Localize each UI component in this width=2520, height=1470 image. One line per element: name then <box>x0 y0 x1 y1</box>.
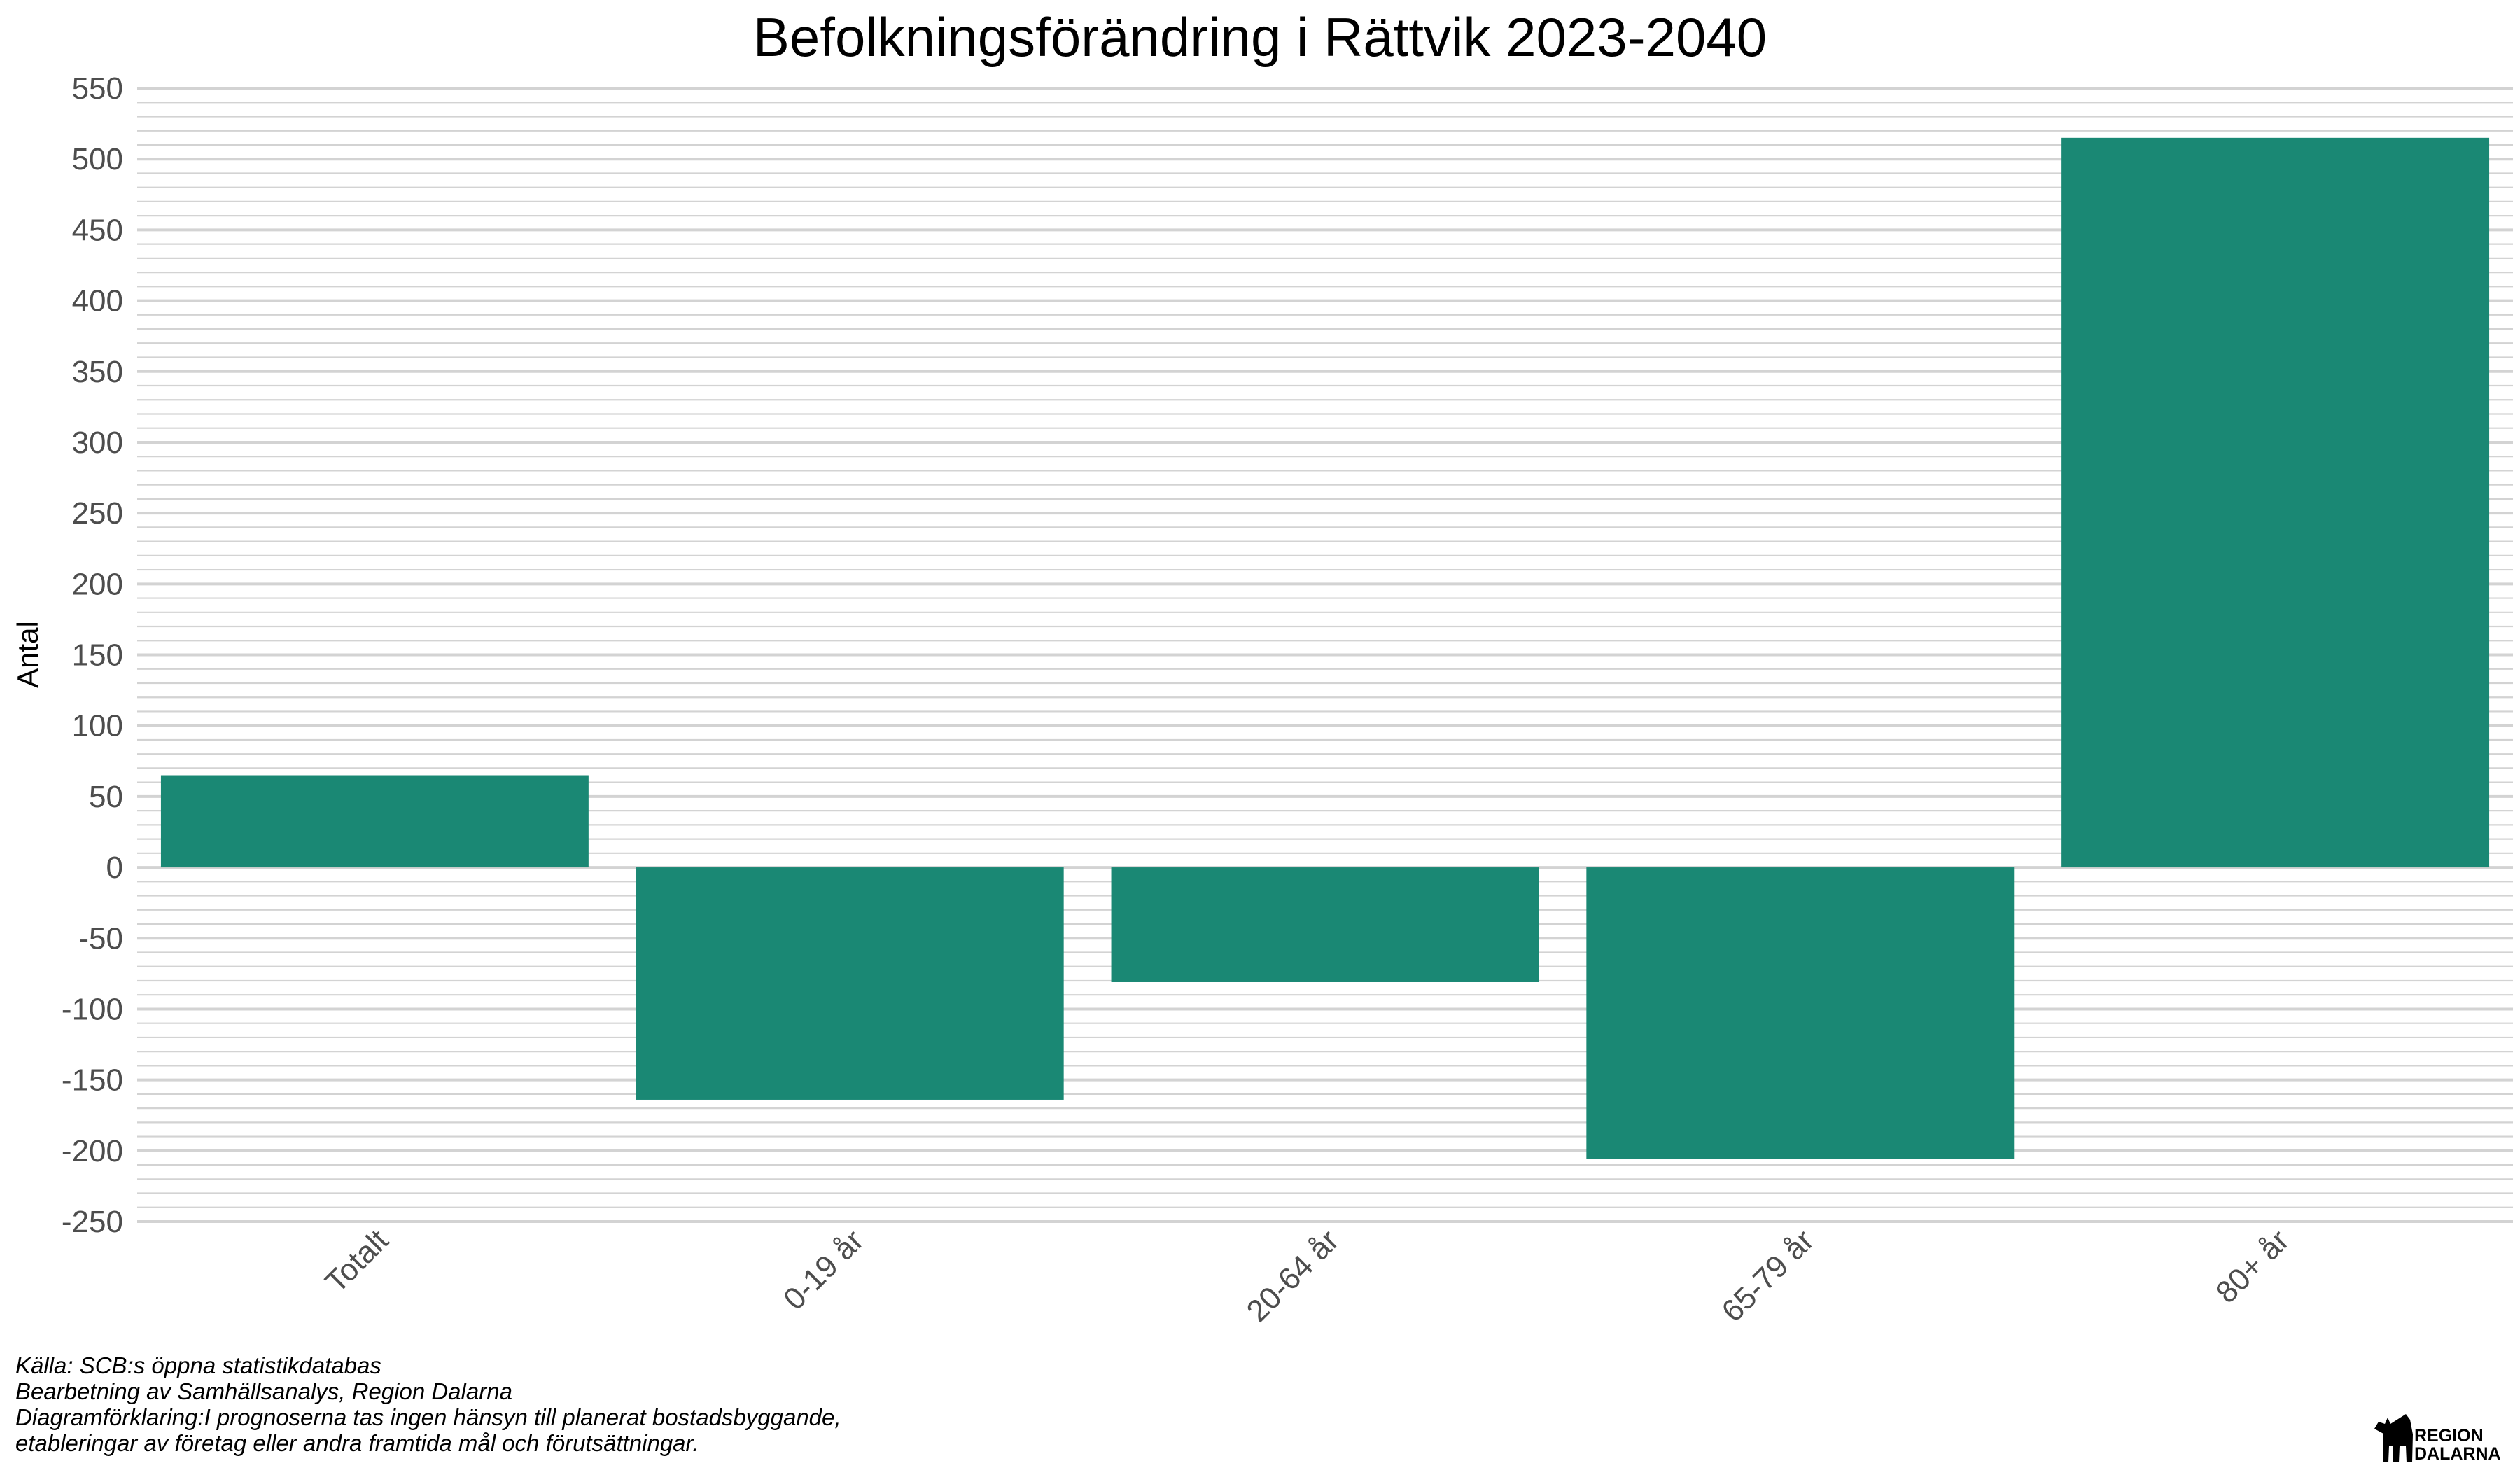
caption-processing: Bearbetning av Samhällsanalys, Region Da… <box>15 1378 512 1404</box>
x-tick-label: Totalt <box>318 1223 395 1299</box>
logo-text-region: REGION <box>2414 1426 2484 1446</box>
logo-text-dalarna: DALARNA <box>2414 1444 2501 1464</box>
y-tick-label: -100 <box>62 992 123 1026</box>
x-tick-label: 80+ år <box>2209 1223 2296 1310</box>
y-tick-label: -150 <box>62 1063 123 1098</box>
caption-source: Källa: SCB:s öppna statistikdatabas <box>15 1352 382 1378</box>
y-tick-label: 200 <box>72 567 123 601</box>
x-axis-ticks: Totalt 0-19 år 20-64 år 65-79 år 80+ år <box>318 1223 2295 1329</box>
x-tick-label: 65-79 år <box>1715 1223 1821 1329</box>
y-axis-ticks: 550500450400350300250200150100500-50-100… <box>62 71 123 1239</box>
y-tick-label: 50 <box>89 780 123 814</box>
bar <box>636 867 1064 1100</box>
y-tick-label: 550 <box>72 71 123 106</box>
y-tick-label: 150 <box>72 638 123 673</box>
y-tick-label: 350 <box>72 355 123 389</box>
bar <box>1586 867 2015 1159</box>
y-axis-label: Antal <box>11 621 44 688</box>
y-tick-label: 300 <box>72 426 123 460</box>
y-tick-label: 450 <box>72 213 123 247</box>
bar <box>160 775 589 868</box>
y-tick-label: -250 <box>62 1205 123 1239</box>
caption-explanation-2: etableringar av företag eller andra fram… <box>15 1430 699 1456</box>
y-tick-label: 250 <box>72 496 123 531</box>
chart-title: Befolkningsförändring i Rättvik 2023-204… <box>753 6 1767 68</box>
y-tick-label: 100 <box>72 709 123 743</box>
y-tick-label: -50 <box>78 921 123 955</box>
y-tick-label: 400 <box>72 284 123 318</box>
x-tick-label: 20-64 år <box>1240 1223 1346 1329</box>
captions: Källa: SCB:s öppna statistikdatabas Bear… <box>15 1352 841 1456</box>
dala-horse-icon <box>2374 1414 2413 1462</box>
caption-explanation-1: Diagramförklaring:I prognoserna tas inge… <box>15 1404 841 1430</box>
y-tick-label: 500 <box>72 142 123 176</box>
bar <box>2062 137 2490 868</box>
y-tick-label: -200 <box>62 1134 123 1168</box>
x-tick-label: 0-19 år <box>777 1223 870 1316</box>
y-tick-label: 0 <box>106 850 123 885</box>
bar <box>1111 867 1539 982</box>
bars <box>160 137 2490 1159</box>
region-dalarna-logo: REGION DALARNA <box>2374 1414 2501 1464</box>
